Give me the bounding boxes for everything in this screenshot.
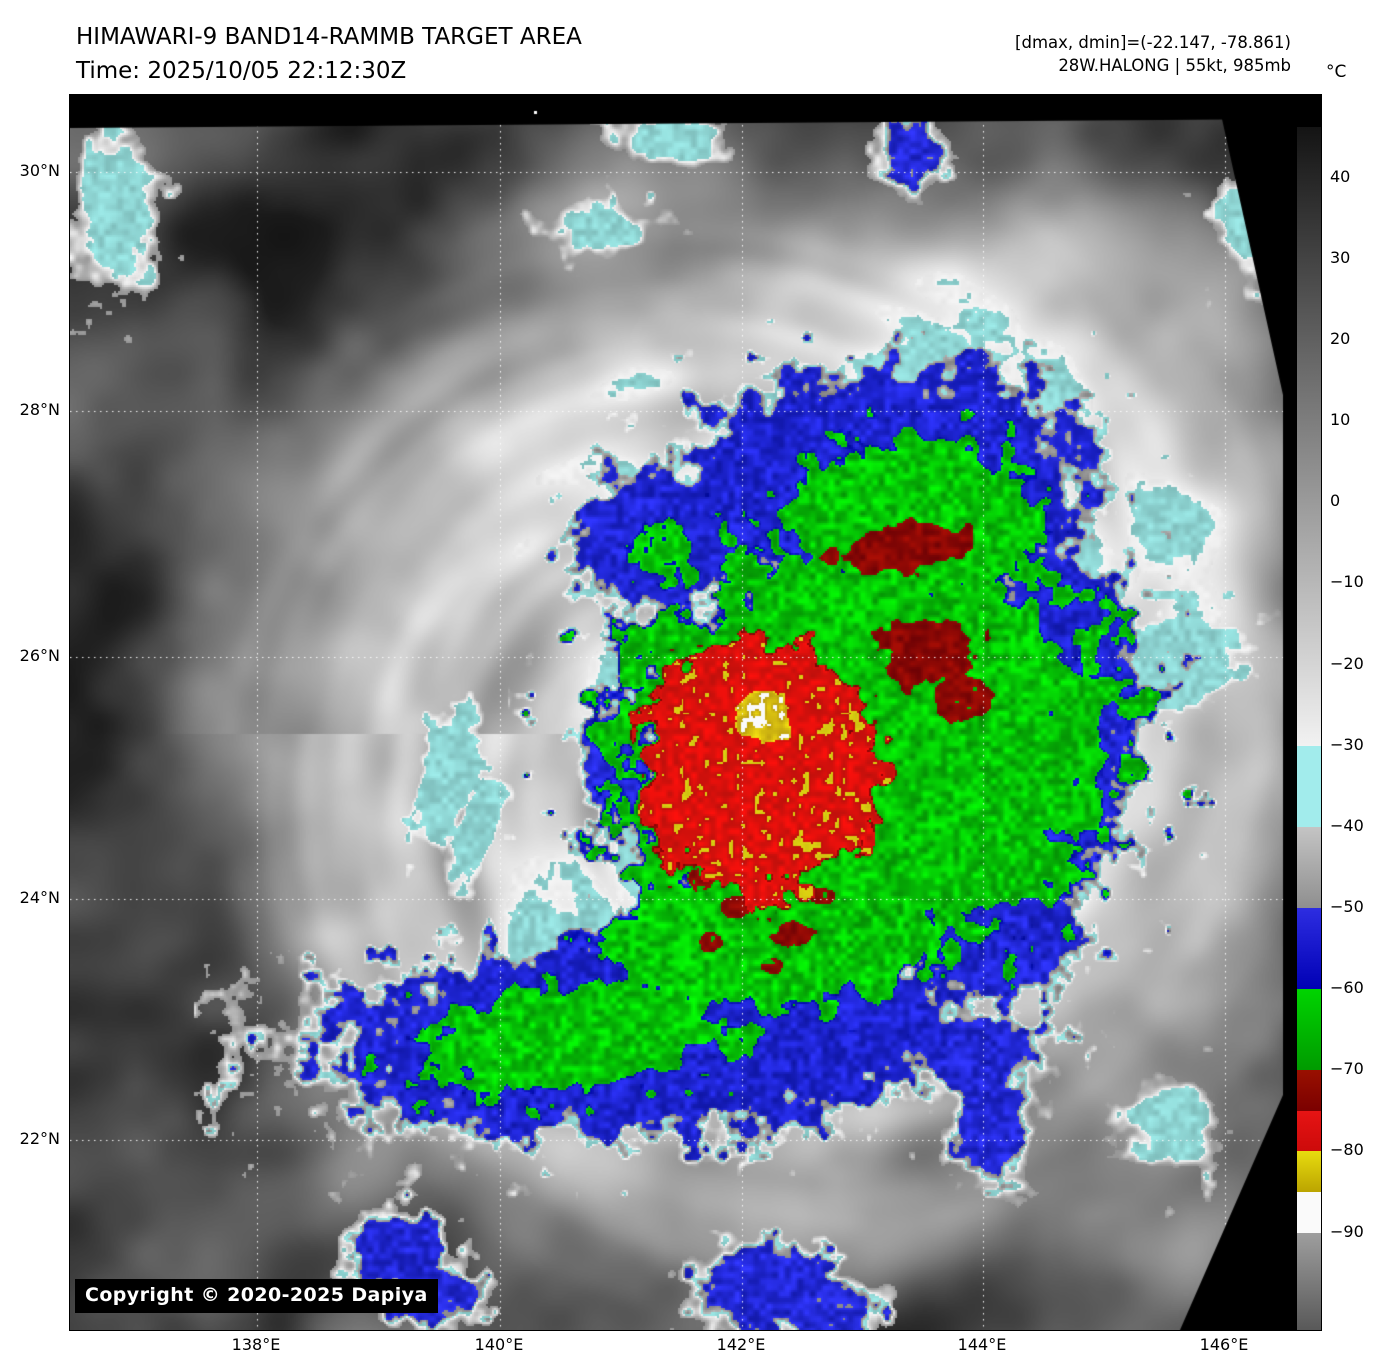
colorbar-segment (1297, 95, 1321, 129)
latitude-label: 24°N (19, 888, 60, 907)
colorbar-tick-label: 30 (1330, 247, 1351, 267)
colorbar-tick-label: 10 (1330, 410, 1351, 430)
colorbar-tick-label: 20 (1330, 329, 1351, 349)
colorbar-tick-label: −10 (1330, 572, 1364, 592)
colorbar (1296, 94, 1322, 1331)
dmax-dmin-readout: [dmax, dmin]=(-22.147, -78.861) (1015, 33, 1291, 52)
colorbar-segment (1297, 826, 1321, 910)
storm-info: 28W.HALONG | 55kt, 985mb (1058, 56, 1291, 75)
colorbar-segment (1297, 745, 1321, 828)
colorbar-tick-label: 40 (1330, 166, 1351, 186)
colorbar-tick-label: −70 (1330, 1059, 1364, 1079)
colorbar-tick-label: −50 (1330, 897, 1364, 917)
latitude-label: 30°N (19, 161, 60, 180)
title-block: HIMAWARI-9 BAND14-RAMMB TARGET AREA Time… (76, 20, 582, 88)
latitude-label: 22°N (19, 1129, 60, 1148)
colorbar-segment (1297, 127, 1321, 747)
colorbar-segment (1297, 989, 1321, 1072)
colorbar-tick-label: −90 (1330, 1221, 1364, 1241)
colorbar-segment (1297, 1151, 1321, 1194)
colorbar-unit-label: °C (1326, 62, 1347, 82)
longitude-label: 142°E (716, 1335, 766, 1354)
colorbar-tick-label: −80 (1330, 1140, 1364, 1160)
latitude-label: 28°N (19, 400, 60, 419)
latitude-axis-labels: 30°N 28°N 26°N 24°N 22°N (0, 94, 63, 1331)
longitude-label: 138°E (231, 1335, 281, 1354)
colorbar-tick-label: −40 (1330, 815, 1364, 835)
page-title: HIMAWARI-9 BAND14-RAMMB TARGET AREA (76, 24, 582, 50)
colorbar-segment (1297, 1232, 1321, 1330)
longitude-label: 140°E (474, 1335, 524, 1354)
colorbar-segment (1297, 1192, 1321, 1234)
colorbar-tick-label: −60 (1330, 978, 1364, 998)
colorbar-tick-label: 0 (1330, 491, 1341, 511)
timestamp: Time: 2025/10/05 22:12:30Z (76, 58, 407, 84)
satellite-image-canvas (70, 95, 1295, 1330)
annotation-block: [dmax, dmin]=(-22.147, -78.861) 28W.HALO… (1015, 31, 1291, 77)
colorbar-segment (1297, 908, 1321, 991)
colorbar-tick-labels: 40 30 20 10 0 −10 −20 −30 −40 −50 −60 −70 −80 −90 (1330, 94, 1390, 1331)
satellite-map: Copyright © 2020-2025 Dapiya (69, 94, 1296, 1331)
colorbar-segment (1297, 1070, 1321, 1112)
colorbar-tick-label: −20 (1330, 653, 1364, 673)
longitude-axis-labels: 138°E 140°E 142°E 144°E 146°E (69, 1334, 1294, 1358)
longitude-label: 146°E (1199, 1335, 1249, 1354)
colorbar-tick-label: −30 (1330, 734, 1364, 754)
latitude-label: 26°N (19, 646, 60, 665)
copyright-badge: Copyright © 2020-2025 Dapiya (75, 1279, 438, 1313)
longitude-label: 144°E (957, 1335, 1007, 1354)
colorbar-segment (1297, 1110, 1321, 1153)
